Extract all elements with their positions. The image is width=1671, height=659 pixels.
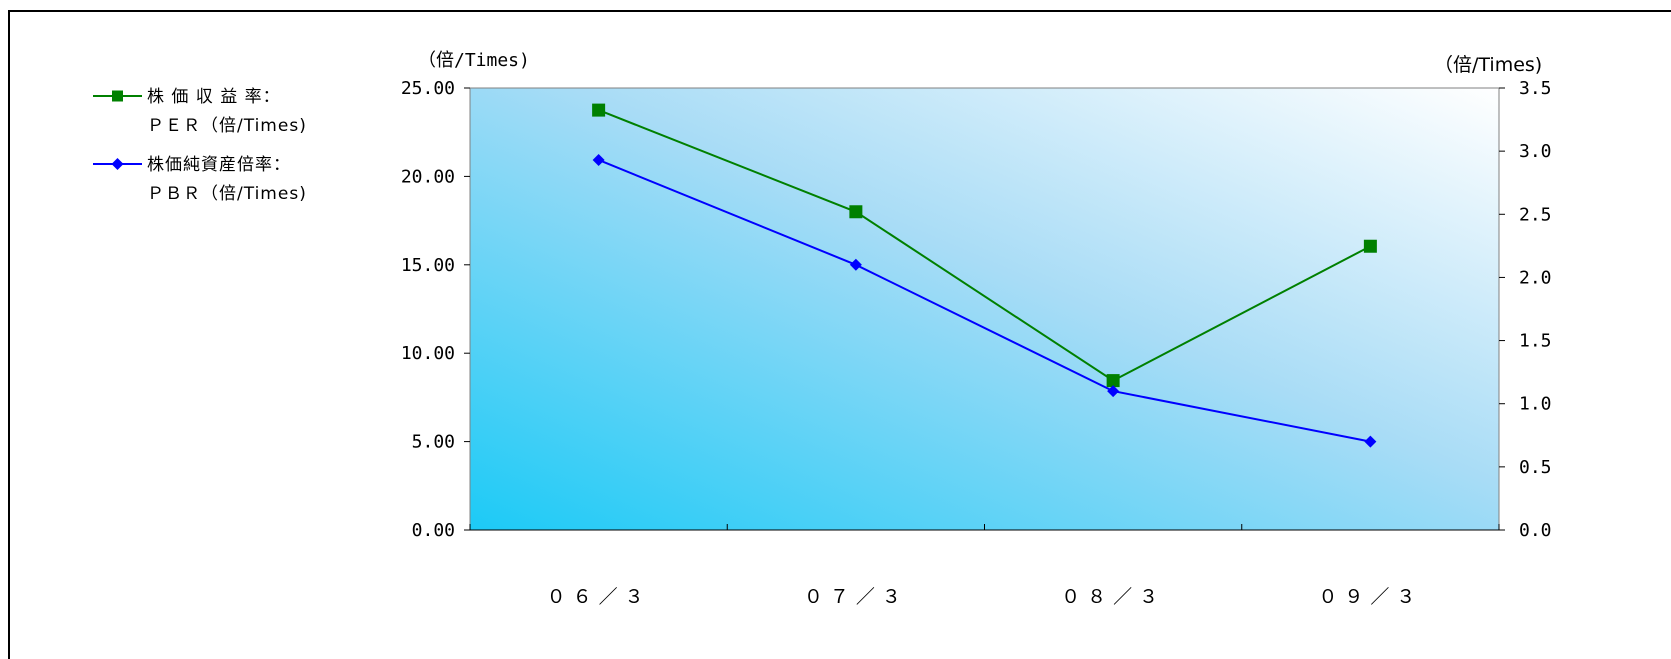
left-tick-label: 5.00 [412,432,455,453]
per-data-point[interactable] [849,205,863,219]
right-tick-label: 1.5 [1519,331,1552,352]
right-axis: 0.0 0.5 1.0 1.5 2.0 2.5 3.0 3.5 [1499,78,1552,541]
legend-square-marker-icon [112,90,123,102]
x-category-label: ０７／３ [804,586,908,608]
left-axis: 0.00 5.00 10.00 15.00 20.00 25.00 [401,78,470,541]
right-tick-label: 0.5 [1519,457,1552,478]
right-tick-label: 2.0 [1519,267,1552,288]
per-data-point[interactable] [1106,374,1120,388]
per-data-point[interactable] [592,103,606,117]
legend-pbr-label-2: ＰＢＲ（倍/Times) [147,184,307,204]
legend-item-per[interactable]: 株 価 収 益 率： ＰＥＲ（倍/Times) [93,87,307,136]
pbr-data-point[interactable] [1107,385,1120,398]
right-tick-label: 3.5 [1519,78,1552,99]
left-tick-label: 15.00 [401,255,455,276]
pbr-data-point[interactable] [849,258,862,271]
x-category-label: ０８／３ [1061,586,1165,608]
right-tick-label: 0.0 [1519,520,1552,541]
x-category-label: ０９／３ [1318,586,1422,608]
right-tick-label: 2.5 [1519,204,1552,225]
series-line-0 [598,109,1371,382]
legend-per-label-2: ＰＥＲ（倍/Times) [147,116,307,136]
right-tick-label: 3.0 [1519,141,1552,162]
left-axis-unit: （倍/Times) [418,50,530,71]
chart-frame [8,10,1671,659]
pbr-data-point[interactable] [592,153,605,166]
legend: 株 価 収 益 率： ＰＥＲ（倍/Times) 株価純資産倍率： ＰＢＲ（倍/T… [93,87,307,204]
right-axis-unit: （倍/Times) [1434,54,1542,76]
legend-per-label-1: 株 価 収 益 率： [147,87,281,107]
legend-pbr-label-1: 株価純資産倍率： [147,155,291,175]
right-tick-label: 1.0 [1519,394,1552,415]
per-data-point[interactable] [1363,239,1377,253]
pbr-data-point[interactable] [1364,435,1377,448]
left-tick-label: 10.00 [401,343,455,364]
series-line-1 [598,159,1371,443]
legend-diamond-marker-icon [111,158,124,170]
series-layer [592,103,1377,448]
x-category-label: ０６／３ [547,586,651,608]
left-tick-label: 20.00 [401,166,455,187]
left-tick-label: 25.00 [401,78,455,99]
left-tick-label: 0.00 [412,520,455,541]
legend-item-pbr[interactable]: 株価純資産倍率： ＰＢＲ（倍/Times) [93,155,307,204]
x-axis: ０６／３ ０７／３ ０８／３ ０９／３ [469,524,1500,608]
plot-area [469,87,1500,531]
